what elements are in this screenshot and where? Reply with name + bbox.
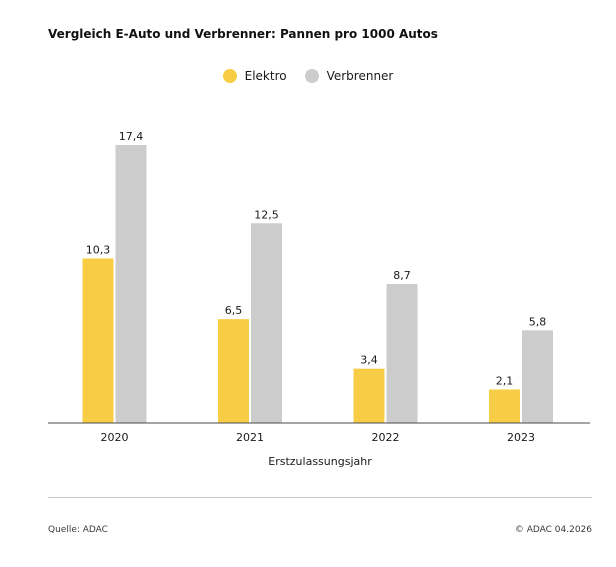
- bar-elektro-2023: [489, 389, 520, 423]
- data-label-elektro-2023: 2,1: [496, 374, 514, 387]
- data-label-verbrenner-2022: 8,7: [393, 269, 411, 282]
- copyright-note: © ADAC 04.2026: [514, 525, 592, 535]
- data-label-verbrenner-2023: 5,8: [529, 315, 547, 328]
- x-axis-label: Erstzulassungsjahr: [268, 455, 372, 468]
- legend: Elektro Verbrenner: [0, 69, 616, 83]
- data-label-verbrenner-2021: 12,5: [254, 208, 279, 221]
- bar-elektro-2022: [353, 368, 385, 423]
- data-label-elektro-2021: 6,5: [225, 304, 243, 317]
- legend-label-elektro: Elektro: [244, 69, 287, 83]
- bar-verbrenner-2020: [115, 145, 147, 423]
- x-tick-label-2023: 2023: [507, 431, 535, 444]
- data-label-verbrenner-2020: 17,4: [119, 130, 144, 143]
- bar-elektro-2020: [82, 258, 114, 423]
- bar-elektro-2021: [218, 319, 249, 423]
- bar-verbrenner-2023: [522, 330, 553, 423]
- x-tick-label-2022: 2022: [372, 431, 400, 444]
- data-label-elektro-2022: 3,4: [360, 354, 378, 367]
- x-tick-label-2020: 2020: [101, 431, 129, 444]
- bar-verbrenner-2021: [251, 223, 282, 423]
- legend-swatch-verbrenner: [304, 69, 319, 83]
- legend-swatch-elektro: [222, 69, 237, 83]
- legend-item-elektro: Elektro: [222, 69, 287, 83]
- source-note: Quelle: ADAC: [48, 525, 108, 535]
- bar-verbrenner-2022: [386, 284, 418, 423]
- footer-divider: [48, 497, 592, 498]
- chart-title: Vergleich E-Auto und Verbrenner: Pannen …: [48, 27, 438, 41]
- x-tick-label-2021: 2021: [236, 431, 264, 444]
- legend-item-verbrenner: Verbrenner: [304, 69, 394, 83]
- legend-label-verbrenner: Verbrenner: [326, 69, 394, 83]
- data-label-elektro-2020: 10,3: [86, 243, 111, 256]
